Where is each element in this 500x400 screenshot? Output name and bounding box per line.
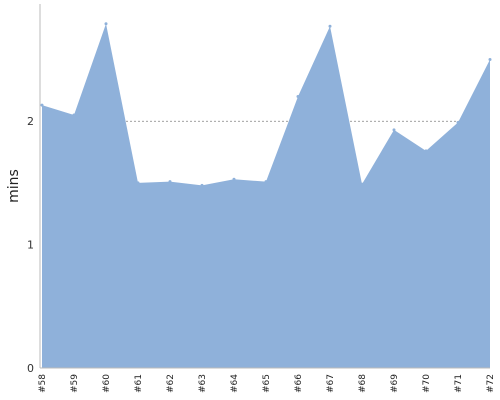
x-tick-label-58: #58 (38, 374, 48, 393)
x-tick-label-72: #72 (486, 374, 496, 393)
x-tick-label-63: #63 (198, 374, 208, 393)
data-point-60 (104, 22, 108, 26)
x-tick-label-61: #61 (134, 374, 144, 393)
data-point-68 (360, 182, 364, 186)
data-point-58 (40, 103, 44, 107)
x-tick-labels: #58 #59 #60 #61 #62 #63 #64 #65 #66 #67 #68 #69 #70 #… (38, 374, 496, 393)
data-point-61 (136, 181, 140, 185)
y-tick-label-2: 2 (27, 115, 34, 128)
x-tick-label-66: #66 (294, 374, 304, 393)
x-tick-label-71: #71 (454, 374, 464, 393)
x-tick-label-64: #64 (230, 374, 240, 393)
x-tick-label-65: #65 (262, 374, 272, 393)
x-tick-label-59: #59 (70, 374, 80, 393)
data-point-70 (424, 149, 428, 153)
data-point-59 (72, 113, 76, 117)
x-tick-label-62: #62 (166, 374, 176, 393)
y-axis-title: mins (6, 169, 22, 203)
y-tick-labels: 0 1 2 (27, 115, 34, 375)
data-point-71 (456, 120, 460, 124)
y-tick-label-0: 0 (27, 362, 34, 375)
data-point-63 (200, 183, 204, 187)
data-point-64 (232, 177, 236, 181)
data-point-66 (296, 95, 300, 99)
x-tick-label-68: #68 (358, 374, 368, 393)
data-point-72 (488, 58, 492, 62)
area-fill (42, 23, 490, 369)
axes (39, 4, 490, 369)
data-point-67 (328, 24, 332, 28)
x-tick-label-70: #70 (422, 374, 432, 393)
x-tick-label-60: #60 (102, 374, 112, 393)
area-series (40, 22, 492, 369)
x-tick-label-69: #69 (390, 374, 400, 393)
data-point-65 (264, 180, 268, 184)
x-tick-label-67: #67 (326, 374, 336, 393)
data-point-69 (392, 128, 396, 132)
data-point-62 (168, 180, 172, 184)
y-tick-label-1: 1 (27, 239, 34, 252)
